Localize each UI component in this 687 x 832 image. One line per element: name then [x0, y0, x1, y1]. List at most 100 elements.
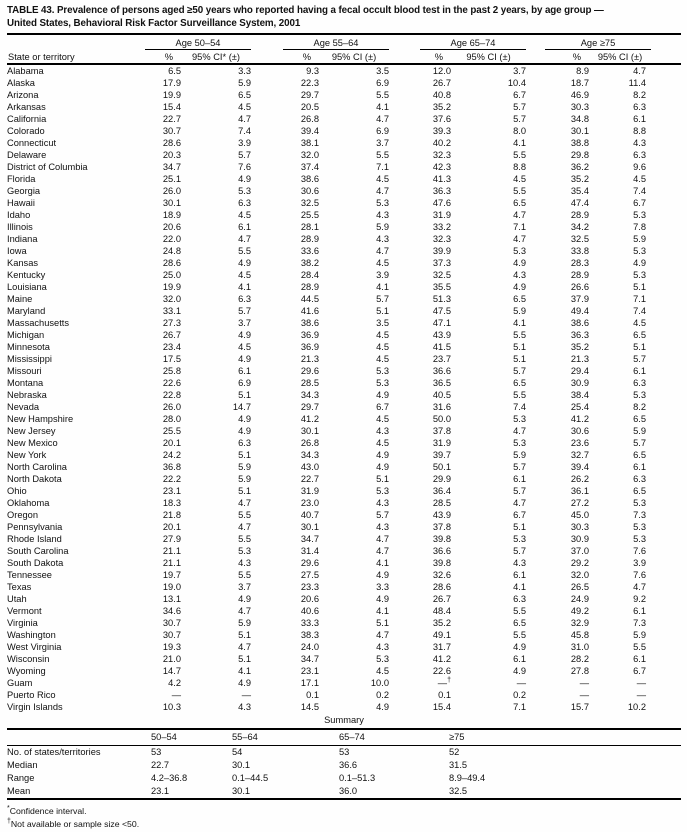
table-row: Illinois 20.6 6.1 28.1 5.9 33.2 7.1 34.2 7.8 — [7, 221, 681, 233]
ci-value: 6.1 — [513, 570, 526, 580]
percent-value: 28.5 — [300, 378, 319, 388]
table-row: Wisconsin 21.0 5.1 34.7 5.3 41.2 6.1 28.2 6.1 — [7, 653, 681, 665]
spacer-cell — [651, 149, 681, 161]
ci-value: 4.9 — [376, 702, 389, 712]
ci-value: 5.5 — [238, 510, 251, 520]
ci-value: 7.1 — [513, 702, 526, 712]
spacer-cell — [651, 34, 681, 50]
percent-value: 15.4 — [432, 702, 451, 712]
percent-value: 49.1 — [432, 630, 451, 640]
percent-value: 0.1 — [438, 690, 451, 700]
ci-value: 4.7 — [238, 522, 251, 532]
ci-value: 6.9 — [376, 126, 389, 136]
percent-value: 37.9 — [570, 294, 589, 304]
ci-value: 7.4 — [238, 126, 251, 136]
ci-value: 3.7 — [238, 582, 251, 592]
age-group-header-row: Age 50–54 Age 55–64 Age 65–74 Age ≥75 — [7, 34, 681, 50]
percent-value: 34.7 — [162, 162, 181, 172]
table-row: Puerto Rico — — 0.1 0.2 0.1 0.2 — — — [7, 689, 681, 701]
ci-value: 4.1 — [376, 102, 389, 112]
ci-value: 6.7 — [513, 510, 526, 520]
ci-value: 4.3 — [238, 702, 251, 712]
age-group-55-64-label: Age 55–64 — [283, 38, 389, 50]
ci-value: 5.3 — [238, 186, 251, 196]
percent-value: 39.4 — [300, 126, 319, 136]
percent-value: 32.5 — [300, 198, 319, 208]
dagger-marker: † — [7, 818, 11, 826]
state-label: Iowa — [7, 246, 27, 256]
ci-value: 5.3 — [513, 414, 526, 424]
table-row: Arkansas 15.4 4.5 20.5 4.1 35.2 5.7 30.3 6.3 — [7, 101, 681, 113]
percent-value: 28.9 — [570, 270, 589, 280]
percent-value: 38.4 — [570, 390, 589, 400]
state-label: Illinois — [7, 222, 33, 232]
percent-value: 30.7 — [162, 618, 181, 628]
percent-value: 34.7 — [300, 654, 319, 664]
ci-value: 4.3 — [513, 558, 526, 568]
percent-value: 24.9 — [570, 594, 589, 604]
state-label: Rhode Island — [7, 534, 62, 544]
percent-value: 23.4 — [162, 342, 181, 352]
percent-value: 34.2 — [570, 222, 589, 232]
percent-value: 29.7 — [300, 402, 319, 412]
spacer-cell — [651, 269, 681, 281]
percent-value: 44.5 — [300, 294, 319, 304]
percent-value: 41.2 — [300, 414, 319, 424]
percent-value: 39.4 — [570, 462, 589, 472]
ci-value: 4.5 — [376, 354, 389, 364]
ci-value: 6.7 — [513, 90, 526, 100]
table-row: Virgin Islands 10.3 4.3 14.5 4.9 15.4 7.1 15.7 1… — [7, 701, 681, 713]
percent-value: 32.7 — [570, 450, 589, 460]
spacer-cell — [651, 581, 681, 593]
state-rows: Alabama 6.5 3.3 9.3 3.5 12.0 3.7 8.9 4.7 Alaska 17… — [7, 64, 681, 713]
ci-value: 6.5 — [238, 90, 251, 100]
percent-value: 19.9 — [162, 90, 181, 100]
ci-value: 4.3 — [238, 558, 251, 568]
state-label: Minnesota — [7, 342, 50, 352]
state-label: Oregon — [7, 510, 39, 520]
percent-value: 28.9 — [300, 234, 319, 244]
table-row: Louisiana 19.9 4.1 28.9 4.1 35.5 4.9 26.6 5.1 — [7, 281, 681, 293]
percent-value: 34.8 — [570, 114, 589, 124]
percent-value: 39.8 — [432, 558, 451, 568]
footnote-text: Confidence interval. — [9, 805, 87, 816]
percent-value: 36.2 — [570, 162, 589, 172]
spacer-cell — [651, 701, 681, 713]
ci-value: 5.9 — [238, 462, 251, 472]
percent-value: 28.9 — [300, 282, 319, 292]
percent-value: 31.6 — [432, 402, 451, 412]
ci-value: 4.7 — [238, 234, 251, 244]
ci-value: 5.5 — [376, 150, 389, 160]
percent-value: 36.6 — [432, 546, 451, 556]
table-row: Indiana 22.0 4.7 28.9 4.3 32.3 4.7 32.5 5.9 — [7, 233, 681, 245]
ci-value: 9.2 — [633, 594, 646, 604]
ci-value: 4.7 — [238, 114, 251, 124]
ci-value: 4.5 — [633, 174, 646, 184]
table-row: Oregon 21.8 5.5 40.7 5.7 43.9 6.7 45.0 7.3 — [7, 509, 681, 521]
pct-header-3: % — [389, 50, 451, 65]
spacer-cell — [651, 413, 681, 425]
percent-value: 17.9 — [162, 78, 181, 88]
ci-value: 5.7 — [376, 510, 389, 520]
table-row: Alaska 17.9 5.9 22.3 6.9 26.7 10.4 18.7 11.4 — [7, 77, 681, 89]
ci-value: 8.8 — [633, 126, 646, 136]
ci-value: 5.3 — [633, 534, 646, 544]
percent-value: 23.7 — [432, 354, 451, 364]
ci-value: 5.1 — [238, 390, 251, 400]
ci-value: 4.7 — [376, 114, 389, 124]
percent-value: 18.3 — [162, 498, 181, 508]
percent-value: 28.3 — [570, 258, 589, 268]
table-row: Pennsylvania 20.1 4.7 30.1 4.3 37.8 5.1 30.3 5.3 — [7, 521, 681, 533]
ci-value: 5.5 — [238, 246, 251, 256]
ci-value: 4.7 — [513, 210, 526, 220]
table-row: West Virginia 19.3 4.7 24.0 4.3 31.7 4.9 31.0 5.… — [7, 641, 681, 653]
percent-value: 27.5 — [300, 570, 319, 580]
ci-value: 5.3 — [633, 270, 646, 280]
ci-value: 6.1 — [633, 654, 646, 664]
ci-header-3: 95% CI (±) — [451, 50, 526, 65]
state-label: Oklahoma — [7, 498, 50, 508]
ci-value: 4.9 — [238, 426, 251, 436]
table-row: Hawaii 30.1 6.3 32.5 5.3 47.6 6.5 47.4 6.7 — [7, 197, 681, 209]
ci-value: 6.1 — [633, 606, 646, 616]
percent-value: 22.2 — [162, 474, 181, 484]
